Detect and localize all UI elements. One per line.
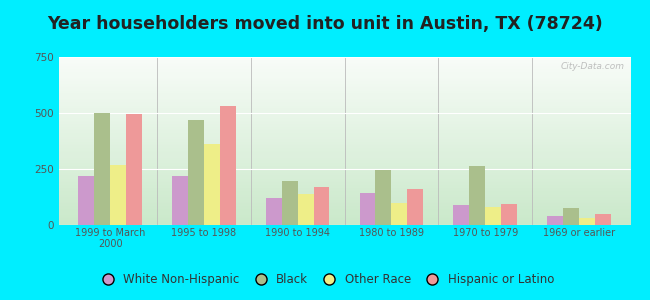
Bar: [78, 176, 94, 225]
Bar: [172, 176, 188, 225]
Text: City-Data.com: City-Data.com: [561, 62, 625, 71]
Legend: White Non-Hispanic, Black, Other Race, Hispanic or Latino: White Non-Hispanic, Black, Other Race, H…: [92, 269, 558, 291]
Bar: [126, 114, 142, 225]
Bar: [110, 164, 126, 225]
Bar: [391, 202, 408, 225]
Bar: [188, 120, 204, 225]
Bar: [204, 144, 220, 225]
Text: Year householders moved into unit in Austin, TX (78724): Year householders moved into unit in Aus…: [47, 15, 603, 33]
Bar: [281, 181, 298, 225]
Bar: [298, 194, 313, 225]
Bar: [313, 187, 330, 225]
Bar: [469, 166, 485, 225]
Bar: [266, 198, 281, 225]
Bar: [453, 205, 469, 225]
Bar: [579, 218, 595, 225]
Bar: [94, 113, 110, 225]
Bar: [547, 216, 563, 225]
Bar: [408, 189, 423, 225]
Bar: [563, 208, 579, 225]
Bar: [501, 204, 517, 225]
Bar: [359, 193, 376, 225]
Bar: [485, 207, 501, 225]
Bar: [595, 214, 611, 225]
Bar: [220, 106, 236, 225]
Bar: [376, 170, 391, 225]
